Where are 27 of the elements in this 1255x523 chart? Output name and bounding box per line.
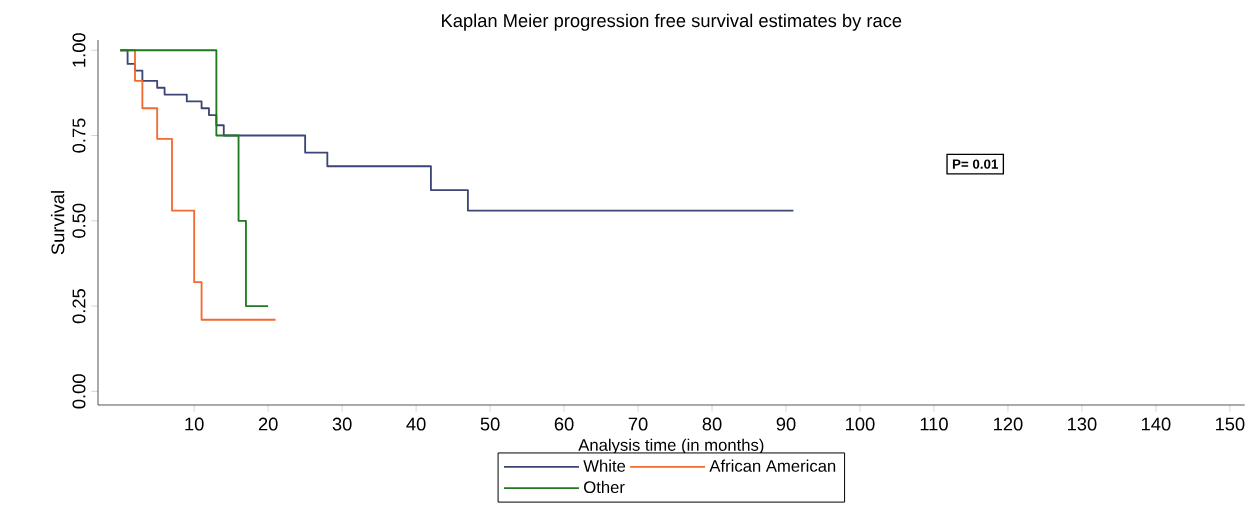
x-tick-label: 140 bbox=[1141, 417, 1171, 431]
chart-title: Kaplan Meier progression free survival estimates by race bbox=[442, 13, 902, 31]
legend-label: African American bbox=[709, 459, 836, 472]
x-tick-label: 40 bbox=[406, 417, 426, 431]
legend-label: Other bbox=[584, 480, 625, 494]
x-tick-label: 120 bbox=[994, 417, 1023, 431]
x-tick-label: 50 bbox=[480, 417, 500, 431]
x-tick-label: 30 bbox=[332, 417, 352, 431]
y-tick-label: 0.25 bbox=[72, 289, 86, 324]
x-tick-label: 110 bbox=[920, 417, 948, 431]
y-tick-label: 0.50 bbox=[72, 203, 86, 238]
x-tick-label: 10 bbox=[185, 417, 204, 431]
legend-label: White bbox=[583, 459, 626, 472]
x-tick-label: 90 bbox=[776, 417, 796, 431]
annotation: P= 0.01 bbox=[952, 159, 998, 169]
y-axis-title: Survival bbox=[50, 191, 65, 255]
y-tick-label: 0.00 bbox=[72, 374, 86, 409]
x-tick-label: 80 bbox=[702, 417, 722, 431]
x-tick-label: 130 bbox=[1068, 417, 1097, 431]
x-axis-title: Analysis time (in months) bbox=[578, 438, 764, 455]
x-tick-label: 20 bbox=[258, 417, 278, 431]
x-tick-label: 60 bbox=[554, 417, 574, 431]
x-tick-label: 150 bbox=[1215, 417, 1245, 431]
y-tick-label: 0.75 bbox=[72, 118, 86, 153]
y-tick-label: 1.00 bbox=[72, 33, 86, 67]
x-tick-label: 70 bbox=[628, 417, 648, 431]
x-tick-label: 100 bbox=[846, 417, 875, 431]
